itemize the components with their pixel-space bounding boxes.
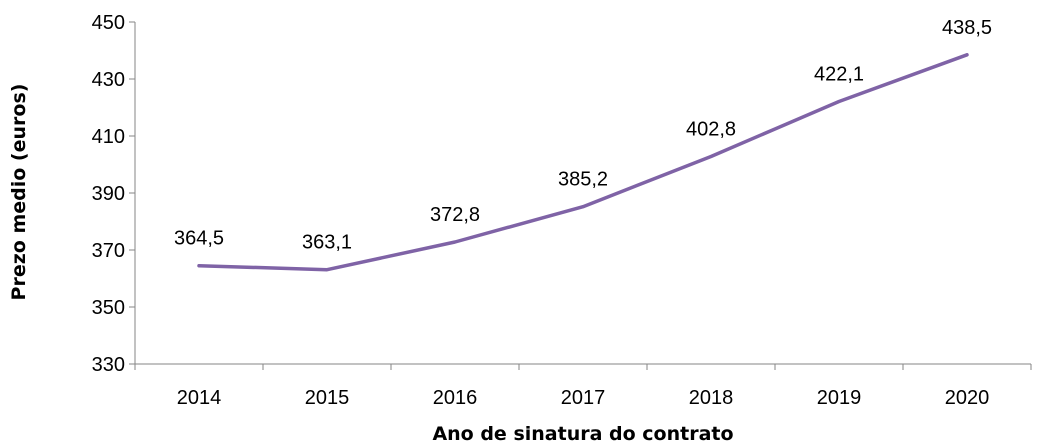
y-axis: 330 350 370 390 410 430 450 [92,12,136,376]
data-label: 385,2 [558,169,608,191]
y-tick-label: 350 [92,297,125,319]
y-tick-label: 390 [92,183,125,205]
x-tick-label: 2019 [817,387,862,409]
data-point [197,264,201,268]
data-point [965,53,969,57]
y-tick-label: 370 [92,240,125,262]
x-tick-label: 2016 [433,387,478,409]
data-point [453,240,457,244]
x-tick-label: 2017 [561,387,606,409]
data-point [581,205,585,209]
x-tick-label: 2020 [945,387,990,409]
data-point [325,268,329,272]
data-label: 372,8 [430,204,480,226]
y-tick-label: 330 [92,354,125,376]
data-label: 363,1 [302,232,352,254]
x-axis-title: Ano de sinatura do contrato [432,423,733,445]
data-label: 364,5 [174,228,224,250]
data-label: 402,8 [686,119,736,141]
y-tick-label: 410 [92,126,125,148]
data-point [837,100,841,104]
x-tick-label: 2018 [689,387,734,409]
y-tick-label: 450 [92,12,125,34]
data-label: 438,5 [942,17,992,39]
data-labels: 364,5 363,1 372,8 385,2 402,8 422,1 438,5 [174,17,992,254]
x-tick-label: 2015 [305,387,350,409]
series [197,53,969,272]
data-point [709,155,713,159]
x-axis: 2014 2015 2016 2017 2018 2019 2020 [134,363,1032,409]
y-axis-title: Prezo medio (euros) [8,84,30,301]
y-tick-label: 430 [92,69,125,91]
data-label: 422,1 [814,64,864,86]
x-tick-label: 2014 [177,387,222,409]
